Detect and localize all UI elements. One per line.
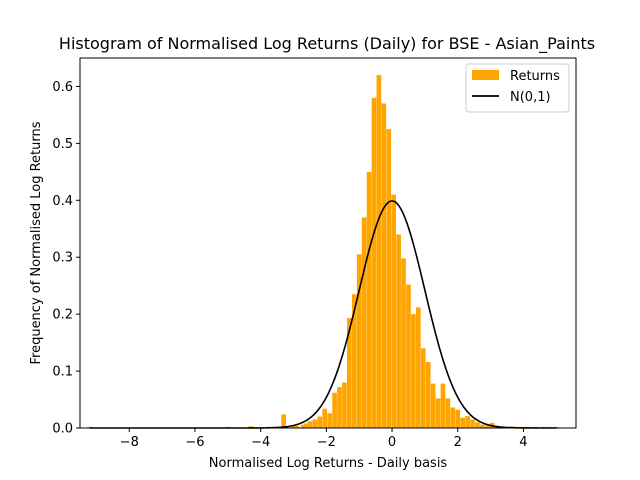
histogram-bar — [465, 416, 470, 428]
histogram-bar — [401, 258, 406, 428]
histogram-bar — [376, 75, 382, 428]
x-tick-label: −2 — [317, 435, 336, 450]
histogram-bar — [396, 234, 401, 428]
histogram-bar — [371, 97, 377, 428]
histogram-bar — [87, 426, 93, 428]
y-tick-label: 0.5 — [52, 137, 73, 152]
histogram-bar — [327, 413, 332, 428]
histogram-bar — [416, 307, 421, 428]
histogram-bar — [332, 392, 337, 428]
histogram-bar — [381, 103, 387, 428]
y-tick-label: 0.0 — [52, 422, 73, 437]
histogram-bar — [248, 426, 254, 428]
histogram-bar — [347, 318, 352, 428]
histogram-bar — [304, 423, 309, 428]
y-tick-label: 0.2 — [52, 308, 73, 323]
histogram-bar — [445, 398, 451, 428]
histogram-bar — [406, 284, 411, 428]
histogram-bar — [281, 414, 286, 428]
histogram-bar — [337, 387, 342, 428]
histogram-bar — [475, 422, 480, 428]
histogram-bar — [351, 294, 357, 428]
histogram-bar — [411, 314, 416, 428]
histogram-bar — [301, 424, 306, 428]
x-tick-label: 0 — [388, 435, 396, 450]
histogram-bar — [366, 171, 372, 428]
histogram-bar — [386, 129, 392, 428]
histogram-bar — [317, 416, 323, 428]
legend-label-returns: Returns — [510, 69, 560, 84]
y-tick-label: 0.1 — [52, 365, 73, 380]
y-tick-label: 0.3 — [52, 251, 73, 266]
y-axis-ticks: 0.0 0.1 0.2 0.3 0.4 0.5 0.6 — [52, 80, 80, 437]
plot-frame — [79, 57, 577, 429]
histogram-bar — [291, 425, 296, 428]
x-tick-label: −4 — [251, 435, 270, 450]
x-axis-ticks: −8 −6 −4 −2 0 2 4 — [120, 428, 528, 450]
histogram-bar — [455, 409, 461, 428]
legend-label-normal: N(0,1) — [510, 90, 551, 105]
x-tick-label: −6 — [185, 435, 204, 450]
histogram-bar — [484, 425, 490, 428]
chart-title: Histogram of Normalised Log Returns (Dai… — [59, 34, 595, 54]
normal-curve-group — [89, 200, 557, 429]
histogram-bar — [391, 194, 397, 428]
histogram-bar — [356, 254, 362, 428]
y-axis-label: Frequency of Normalised Log Returns — [29, 121, 44, 364]
y-tick-label: 0.6 — [52, 80, 73, 95]
legend-swatch-returns — [472, 70, 499, 80]
histogram-bar — [420, 348, 426, 428]
histogram-bars — [87, 75, 559, 428]
histogram-bar — [435, 398, 441, 428]
histogram-bar — [460, 417, 465, 428]
histogram-bar — [322, 408, 328, 428]
histogram-bar — [294, 425, 300, 428]
x-tick-label: 2 — [454, 435, 462, 450]
histogram-bar — [307, 421, 313, 428]
histogram-bar — [361, 217, 367, 428]
x-tick-label: −8 — [120, 435, 139, 450]
histogram-bar — [312, 419, 318, 428]
histogram-bar — [430, 383, 436, 428]
normal-curve-line — [89, 200, 557, 429]
histogram-bar — [553, 426, 559, 428]
histogram-bar — [480, 424, 485, 428]
x-axis-label: Normalised Log Returns - Daily basis — [209, 456, 448, 471]
histogram-bar — [470, 419, 475, 428]
y-tick-label: 0.4 — [52, 194, 73, 209]
histogram-bar — [342, 382, 347, 428]
histogram-bar — [425, 361, 431, 428]
histogram-bar — [450, 407, 456, 428]
legend: Returns N(0,1) — [465, 63, 570, 113]
x-tick-label: 4 — [519, 435, 527, 450]
histogram-bar — [440, 383, 446, 428]
